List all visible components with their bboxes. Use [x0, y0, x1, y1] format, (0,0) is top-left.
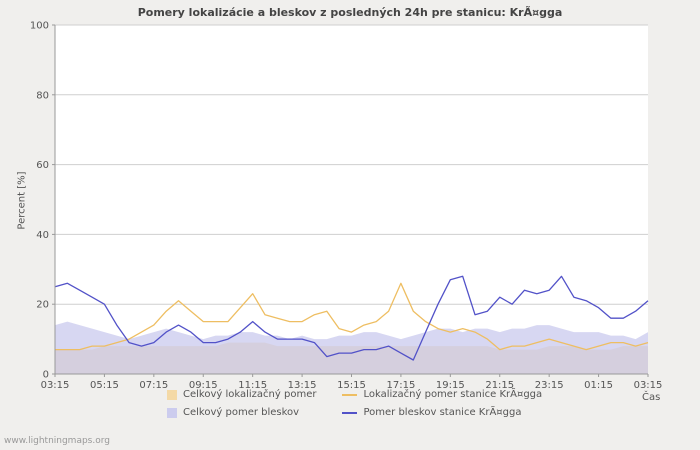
y-tick-label: 80	[36, 90, 49, 101]
x-tick-label: 05:15	[90, 380, 119, 391]
y-tick-label: 0	[43, 370, 49, 381]
legend-area-swatch	[167, 407, 177, 418]
plot-background	[55, 25, 648, 374]
x-axis-title: Čas	[642, 392, 661, 403]
legend: Celkový lokalizačný pomer Lokalizačný pom…	[167, 389, 542, 418]
series-line	[55, 282, 649, 351]
legend-item-label: Celkový pomer bleskov	[183, 407, 300, 418]
x-tick-label: 17:15	[387, 380, 416, 391]
x-tick-label: 13:15	[288, 380, 317, 391]
legend-item: Celkový lokalizačný pomer	[167, 389, 316, 400]
x-tick-label: 01:15	[584, 380, 613, 391]
legend-item: Celkový pomer bleskov	[167, 407, 316, 418]
legend-item-label: Pomer bleskov stanice KrÃ¤gga	[363, 407, 522, 418]
legend-line-swatch	[342, 411, 358, 414]
y-tick-label: 20	[36, 300, 49, 311]
y-tick-label: 100	[30, 21, 49, 32]
x-tick-label: 03:15	[41, 380, 70, 391]
legend-item: Lokalizačný pomer stanice KrÃ¤gga	[342, 389, 542, 400]
x-tick-label: 11:15	[238, 380, 267, 391]
x-tick-label: 09:15	[189, 380, 218, 391]
y-tick-label: 60	[36, 160, 49, 171]
chart-title: Pomery lokalizácie a bleskov z poslednýc…	[137, 6, 563, 19]
y-tick-label: 40	[36, 230, 49, 241]
x-tick-label: 23:15	[535, 380, 564, 391]
legend-line-swatch	[342, 393, 358, 396]
legend-area-swatch	[167, 389, 177, 400]
x-tick-label: 07:15	[139, 380, 168, 391]
legend-item: Pomer bleskov stanice KrÃ¤gga	[342, 407, 542, 418]
x-tick-label: 21:15	[485, 380, 514, 391]
legend-item-label: Lokalizačný pomer stanice KrÃ¤gga	[363, 389, 543, 400]
x-tick-label: 15:15	[337, 380, 366, 391]
x-tick-label: 03:15	[634, 380, 663, 391]
legend-item-label: Celkový lokalizačný pomer	[183, 389, 317, 400]
series-line	[54, 275, 649, 361]
series-area	[55, 321, 648, 374]
watermark-text: www.lightningmaps.org	[4, 436, 110, 446]
x-tick-label: 19:15	[436, 380, 465, 391]
